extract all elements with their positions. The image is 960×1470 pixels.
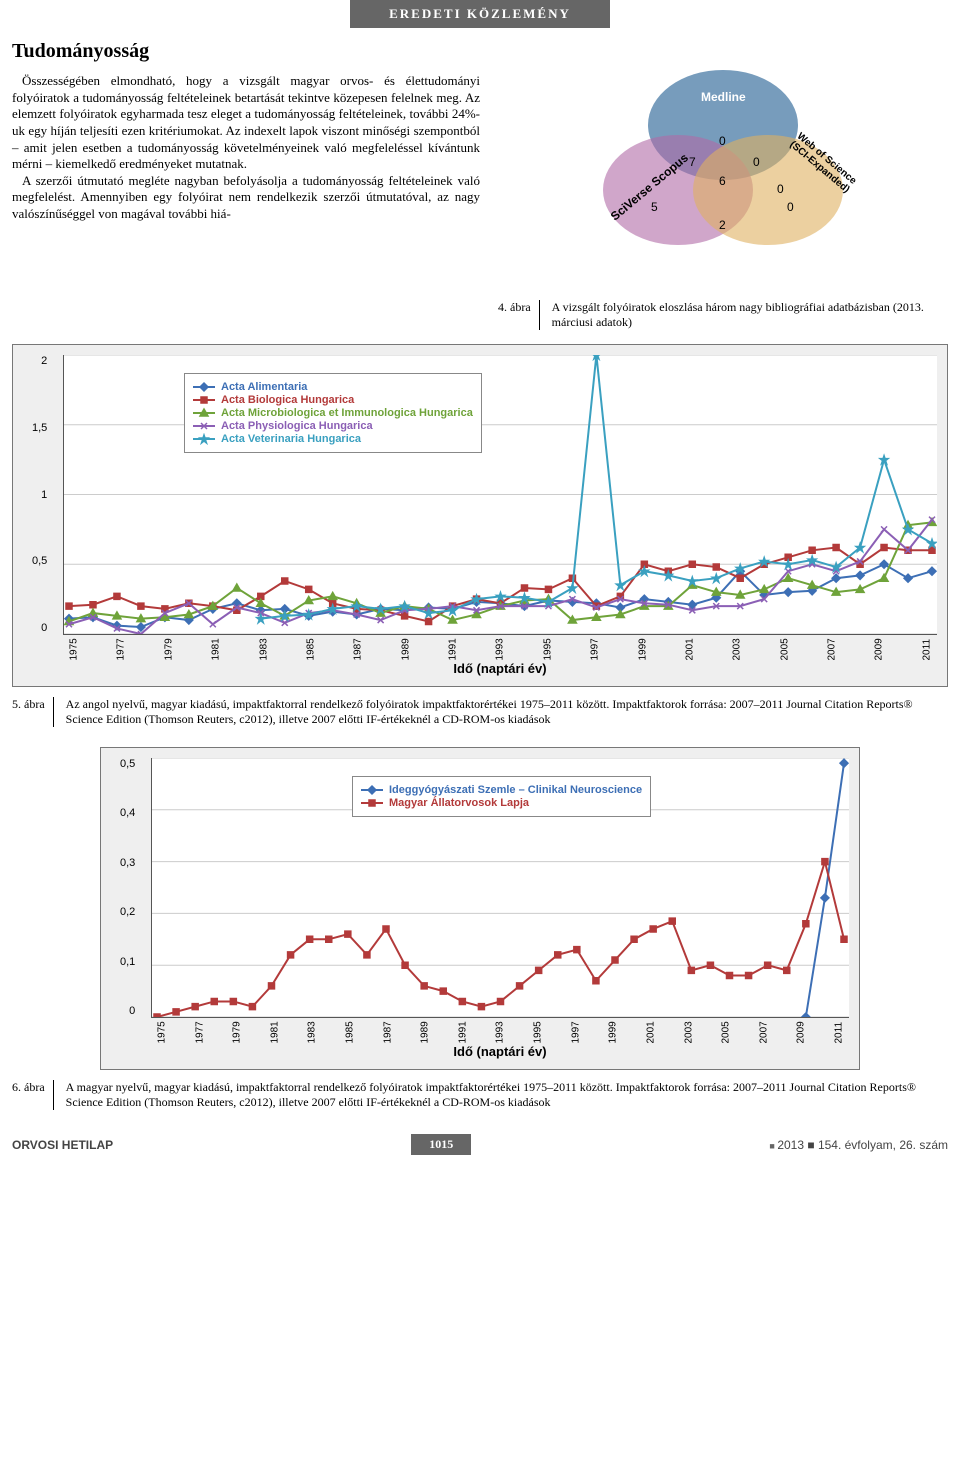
chart5-container: Impaktfaktorértékek 00,511,52 1975197719… xyxy=(12,344,948,687)
venn-val-w: 0 xyxy=(787,200,794,214)
fig4-caption: 4. ábra A vizsgált folyóiratok eloszlása… xyxy=(498,300,948,330)
chart5-plot-area: 00,511,52 197519771979198119831985198719… xyxy=(63,355,937,635)
footer-page-number: 1015 xyxy=(411,1134,471,1155)
venn-diagram: Medline SciVerse Scopus Web of Science (… xyxy=(553,40,893,290)
content-columns: Tudományosság Összességében elmondható, … xyxy=(0,40,960,330)
body-paragraph-2: A szerzői útmutató megléte nagyban befol… xyxy=(12,173,480,223)
chart6-plot-area: 00,10,20,30,40,5 19751977197919811983198… xyxy=(151,758,849,1018)
chart6-xticks: 1975197719791981198319851987198919911993… xyxy=(152,1028,849,1039)
fig6-txt: A magyar nyelvű, magyar kiadású, impaktf… xyxy=(66,1080,948,1110)
chart6-yticks: 00,10,20,30,40,5 xyxy=(120,758,135,1017)
venn-val-mw: 0 xyxy=(753,155,760,169)
venn-val-s: 5 xyxy=(651,200,658,214)
venn-label-medline: Medline xyxy=(701,90,746,104)
fig6-caption: 6. ábra A magyar nyelvű, magyar kiadású,… xyxy=(0,1074,960,1116)
chart5-legend: Acta AlimentariaActa Biologica Hungarica… xyxy=(184,373,482,453)
footer-journal: ORVOSI HETILAP xyxy=(12,1138,113,1152)
left-column: Tudományosság Összességében elmondható, … xyxy=(12,40,480,330)
venn-val-ms: 7 xyxy=(689,155,696,169)
chart6-xlabel: Idő (naptári év) xyxy=(151,1044,849,1059)
fig6-num: 6. ábra xyxy=(12,1080,54,1110)
fig4-txt: A vizsgált folyóiratok eloszlása három n… xyxy=(552,300,948,330)
fig4-num: 4. ábra xyxy=(498,300,540,330)
venn-val-msw: 6 xyxy=(719,174,726,188)
right-column: Medline SciVerse Scopus Web of Science (… xyxy=(498,40,948,330)
chart5-xticks: 1975197719791981198319851987198919911993… xyxy=(64,645,937,656)
fig5-num: 5. ábra xyxy=(12,697,54,727)
section-heading: Tudományosság xyxy=(12,40,480,63)
chart5-xlabel: Idő (naptári év) xyxy=(63,661,937,676)
chart5-box: Impaktfaktorértékek 00,511,52 1975197719… xyxy=(12,344,948,687)
chart5-yticks: 00,511,52 xyxy=(32,355,47,634)
venn-val-sw: 2 xyxy=(719,218,726,232)
chart6-legend: Ideggyógyászati Szemle – Clinikal Neuros… xyxy=(352,776,651,817)
fig5-caption: 5. ábra Az angol nyelvű, magyar kiadású,… xyxy=(0,691,960,733)
fig5-txt: Az angol nyelvű, magyar kiadású, impaktf… xyxy=(66,697,948,727)
body-paragraph-1: Összességében elmondható, hogy a vizsgál… xyxy=(12,73,480,173)
venn-val-outside: 0 xyxy=(777,182,784,196)
chart6-box: Impaktfaktorértékek 00,10,20,30,40,5 197… xyxy=(100,747,860,1070)
page-header: EREDETI KÖZLEMÉNY xyxy=(350,0,610,28)
venn-val-m: 0 xyxy=(719,134,726,148)
chart6-container: Impaktfaktorértékek 00,10,20,30,40,5 197… xyxy=(100,747,860,1070)
footer-issue: 2013 ■ 154. évfolyam, 26. szám xyxy=(769,1138,948,1152)
page-footer: ORVOSI HETILAP 1015 2013 ■ 154. évfolyam… xyxy=(0,1126,960,1159)
